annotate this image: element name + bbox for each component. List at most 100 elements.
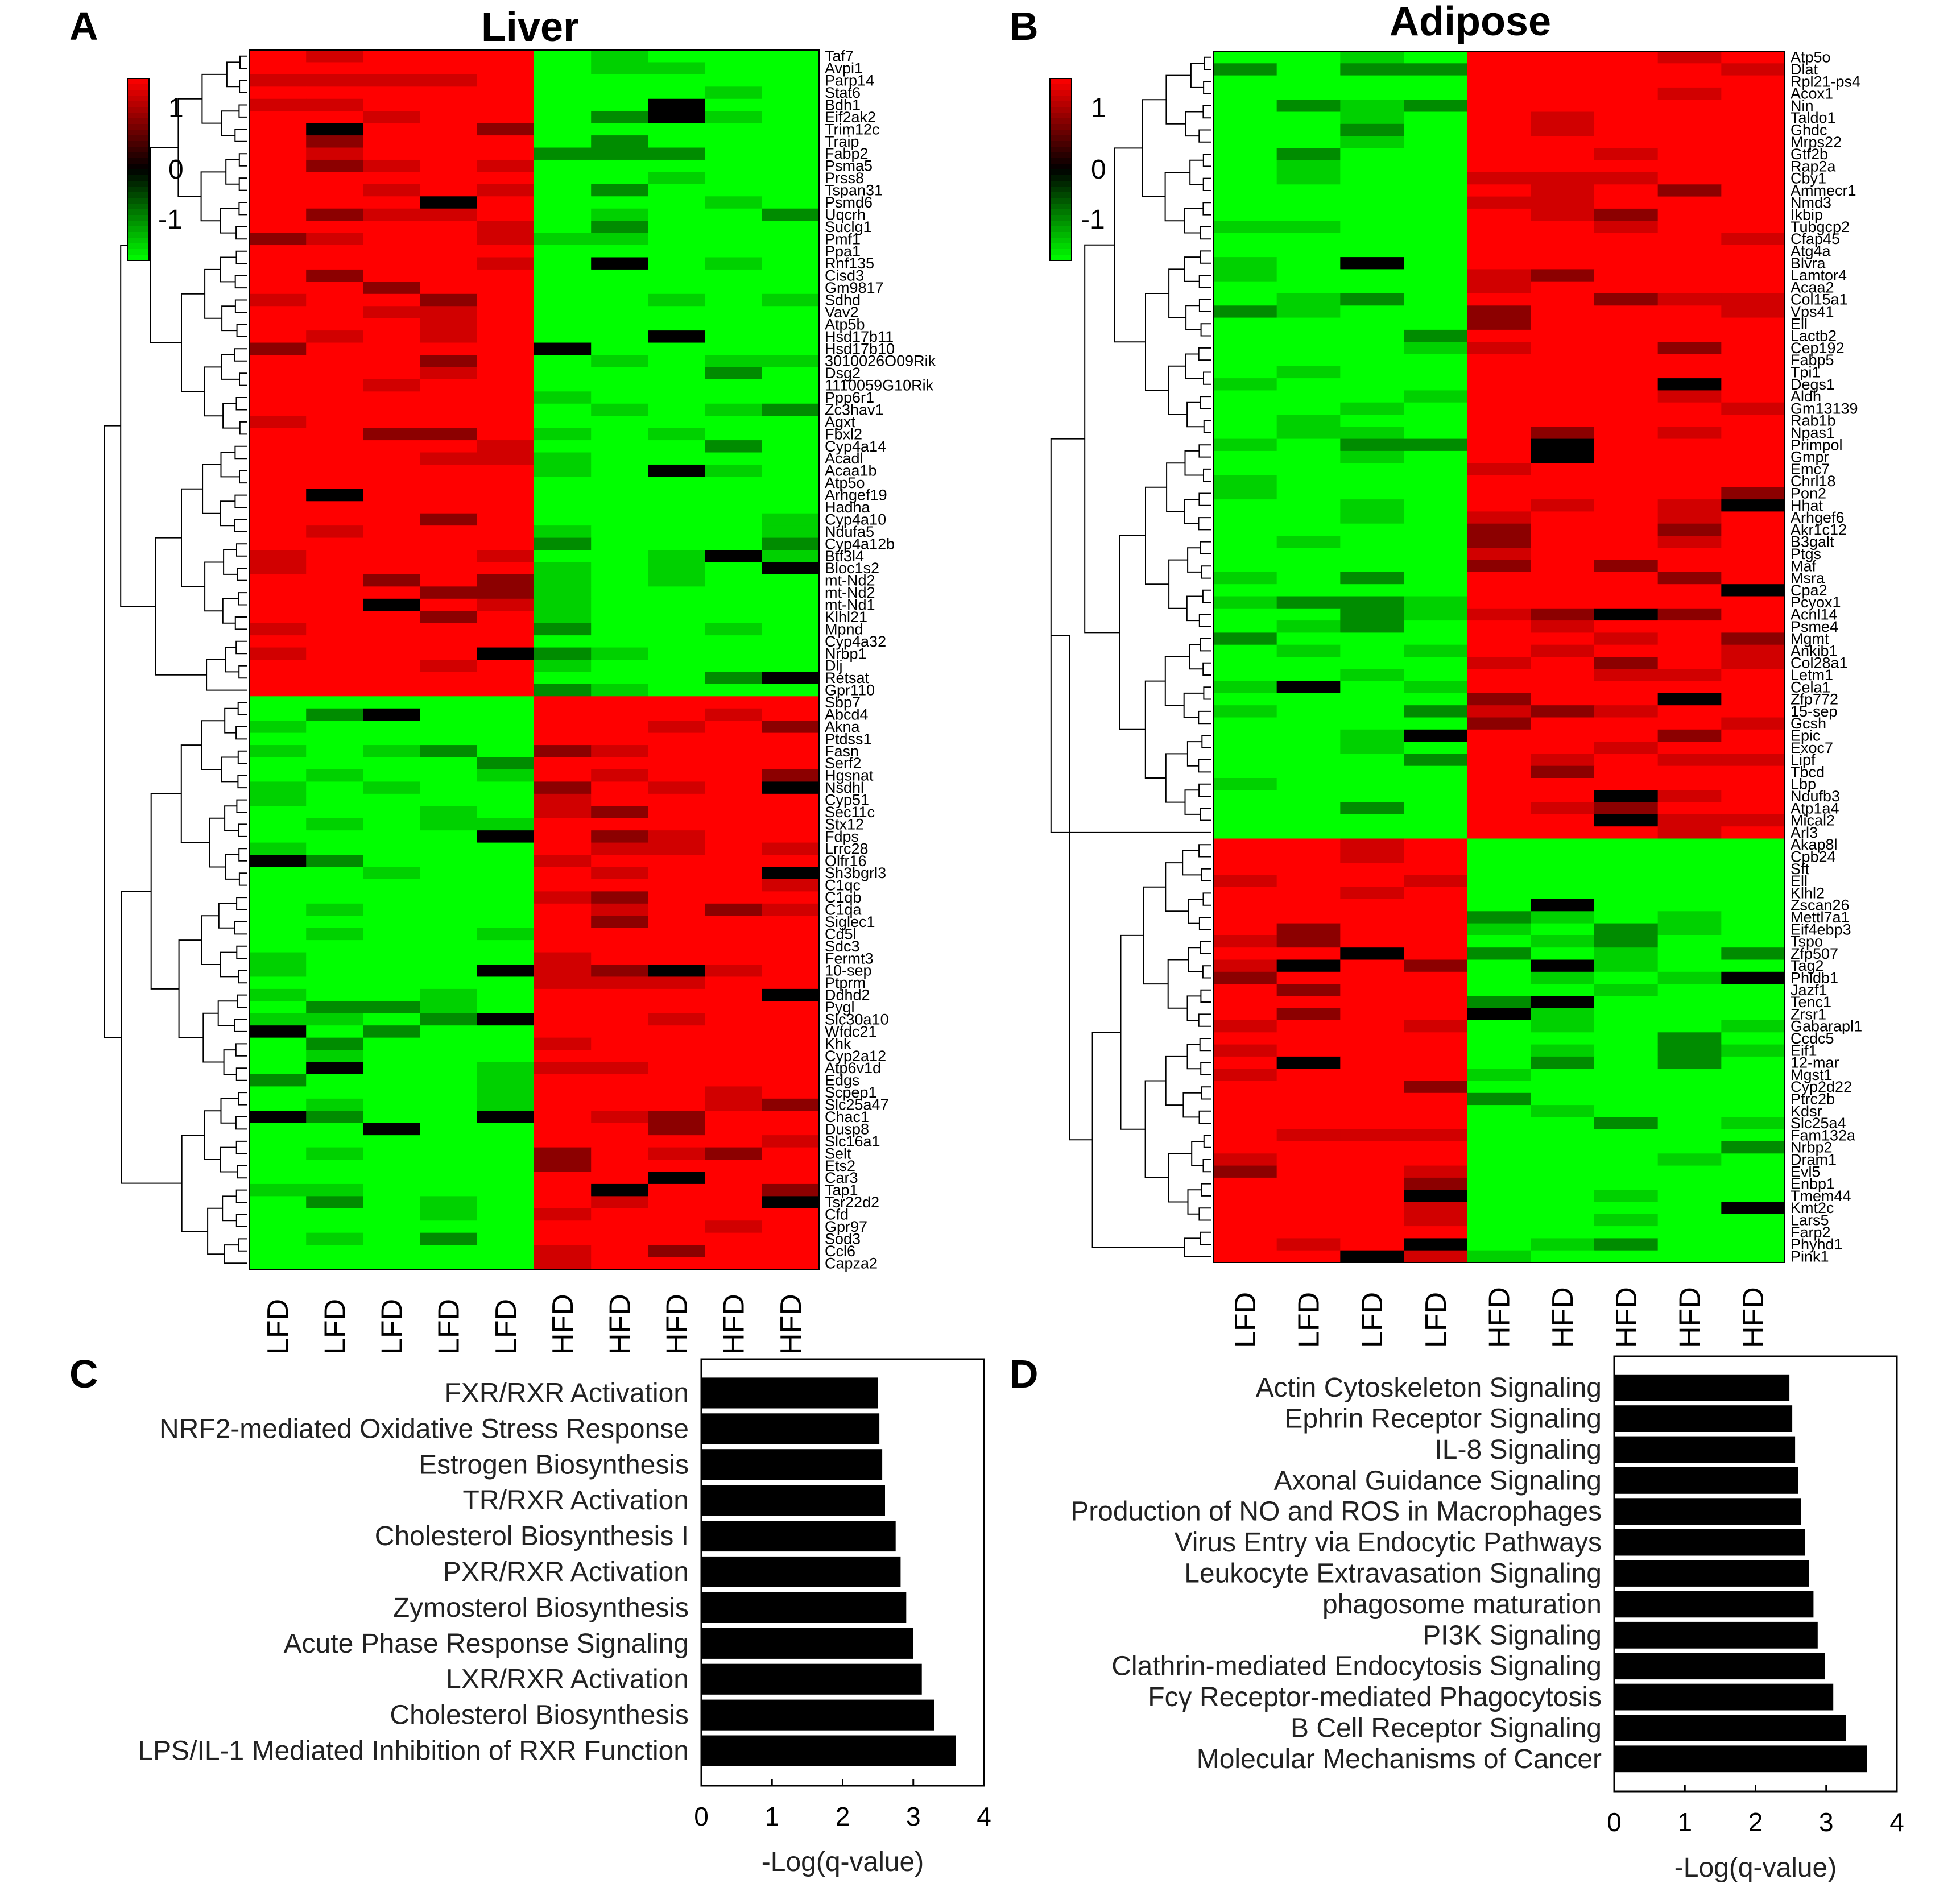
heatmap-cell <box>1721 1214 1785 1227</box>
dendrogram-branch <box>1145 293 1169 391</box>
gene-label: Cyp51 <box>825 792 869 809</box>
heatmap-cell <box>591 208 648 221</box>
heatmap-cell <box>420 221 478 234</box>
heatmap-cell <box>249 172 307 185</box>
heatmap-cell <box>249 1062 307 1075</box>
colorbar-segment <box>127 84 149 90</box>
dendrogram-branch <box>237 994 247 1008</box>
heatmap-cell <box>591 269 648 282</box>
heatmap-cell <box>534 74 592 87</box>
heatmap-cell <box>1276 742 1341 754</box>
heatmap-cell <box>249 428 307 441</box>
heatmap-cell <box>1404 899 1468 912</box>
x-tick-label: 0 <box>694 1802 709 1831</box>
heatmap-cell <box>705 1196 763 1209</box>
heatmap-cell <box>1404 463 1468 476</box>
heatmap-cell <box>1531 959 1595 972</box>
heatmap-cell <box>705 379 763 392</box>
gene-label: Arl3 <box>1791 824 1818 841</box>
heatmap-cell <box>420 830 478 843</box>
dendrogram-branch <box>235 1067 247 1081</box>
heatmap-cell <box>534 111 592 124</box>
heatmap-cell <box>762 98 820 111</box>
colorbar-tick-label: -1 <box>1081 205 1105 235</box>
heatmap-cell <box>1467 742 1531 754</box>
heatmap-cell <box>1404 814 1468 827</box>
heatmap-cell <box>1340 1190 1404 1203</box>
heatmap-cell <box>1276 427 1341 440</box>
heatmap-cell <box>1340 463 1404 476</box>
heatmap-cell <box>1657 1238 1722 1251</box>
heatmap-cell <box>420 757 478 770</box>
heatmap-cell <box>420 660 478 673</box>
category-label: LPS/IL-1 Mediated Inhibition of RXR Func… <box>138 1736 689 1766</box>
heatmap-cell <box>762 1123 820 1136</box>
dendrogram-branch <box>220 452 239 478</box>
heatmap-cell <box>420 672 478 685</box>
colorbar-segment <box>1050 232 1072 238</box>
heatmap-cell <box>249 574 307 587</box>
heatmap-cell <box>363 208 421 221</box>
category-label: B Cell Receptor Signaling <box>1291 1713 1602 1743</box>
dendrogram-branch <box>239 80 247 93</box>
heatmap-cell <box>762 330 820 343</box>
heatmap-cell <box>306 1220 363 1233</box>
heatmap-cell <box>363 623 421 636</box>
heatmap-cell <box>648 940 706 953</box>
sample-label: LFD <box>1356 1292 1389 1348</box>
heatmap-cell <box>1721 959 1785 972</box>
heatmap-cell <box>1404 778 1468 790</box>
gene-label: Phyhd1 <box>1791 1236 1843 1253</box>
heatmap-cell <box>1467 390 1531 403</box>
heatmap-cell <box>705 62 763 75</box>
heatmap-cell <box>477 172 535 185</box>
heatmap-cell <box>705 159 763 172</box>
heatmap-cell <box>762 1147 820 1160</box>
heatmap-cell <box>1404 123 1468 136</box>
gene-label: Cyp4a14 <box>825 438 886 455</box>
heatmap-cell <box>1531 657 1595 669</box>
heatmap-cell <box>1404 438 1468 452</box>
dendrogram-branch <box>1184 789 1201 815</box>
heatmap-cell <box>705 635 763 648</box>
heatmap-cell <box>648 598 706 611</box>
heatmap-cell <box>1721 826 1785 839</box>
gene-label: Ell <box>1791 872 1808 889</box>
heatmap-cell <box>648 159 706 172</box>
heatmap-cell <box>1404 1105 1468 1117</box>
heatmap-cell <box>1721 548 1785 561</box>
heatmap-cell <box>1721 390 1785 403</box>
heatmap-cell <box>249 62 307 75</box>
heatmap-cell <box>591 1135 648 1148</box>
heatmap-cell <box>648 355 706 368</box>
heatmap-cell <box>1213 850 1277 863</box>
gene-label: Selt <box>825 1145 851 1162</box>
heatmap-cell <box>1340 875 1404 888</box>
heatmap-cell <box>534 440 592 453</box>
gene-label: Fbxl2 <box>825 425 862 442</box>
heatmap-cell <box>1657 644 1722 657</box>
heatmap-cell <box>1594 826 1659 839</box>
heatmap-cell <box>249 696 307 709</box>
heatmap-cell <box>648 867 706 880</box>
heatmap-cell <box>1213 366 1277 379</box>
heatmap-cell <box>1276 584 1341 597</box>
heatmap-cell <box>363 1074 421 1087</box>
heatmap-cell <box>1467 765 1531 779</box>
heatmap-cell <box>1721 293 1785 306</box>
heatmap-cell <box>1531 475 1595 488</box>
heatmap-cell <box>705 1050 763 1063</box>
heatmap-cell <box>1531 947 1595 961</box>
heatmap-cell <box>762 452 820 465</box>
heatmap-cell <box>762 342 820 355</box>
heatmap-cell <box>648 391 706 404</box>
colorbar-segment <box>1050 238 1072 244</box>
heatmap-cell <box>591 611 648 624</box>
heatmap-cell <box>249 1160 307 1173</box>
heatmap-cell <box>477 976 535 990</box>
heatmap-cell <box>363 86 421 100</box>
heatmap-cell <box>591 550 648 563</box>
dendrogram-branch <box>1164 656 1190 706</box>
heatmap-cell <box>648 452 706 465</box>
